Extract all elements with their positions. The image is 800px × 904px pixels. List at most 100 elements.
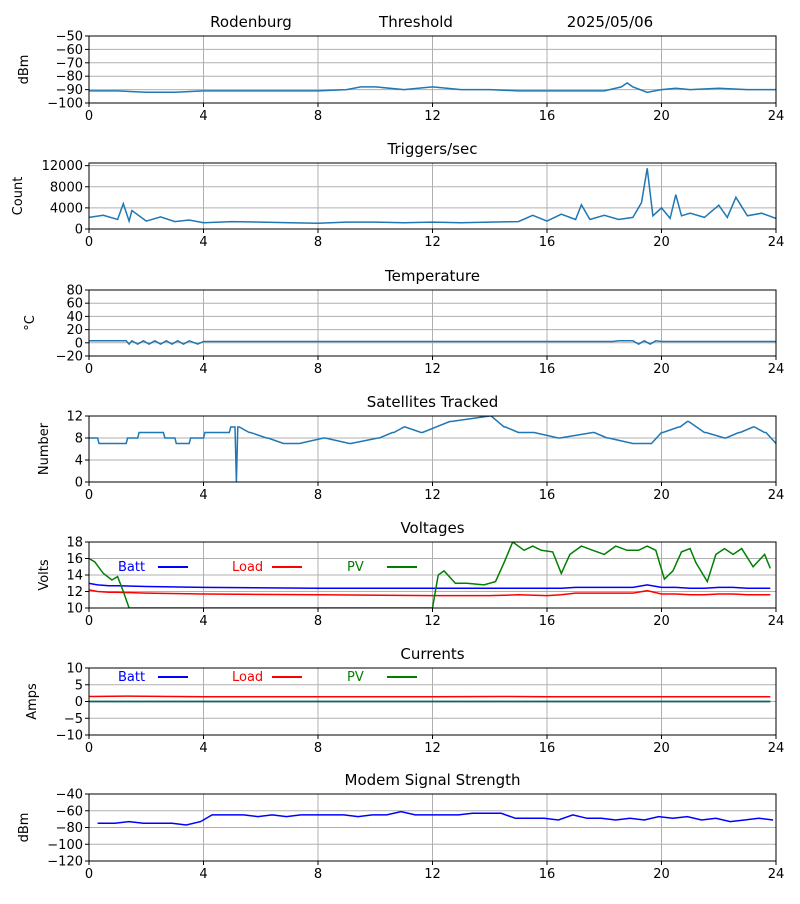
- y-tick-label: −10: [56, 729, 83, 744]
- x-tick-label: 20: [653, 741, 670, 756]
- x-tick-label: 20: [653, 867, 670, 882]
- x-tick-label: 8: [314, 235, 322, 250]
- panel-title: Triggers/sec: [387, 140, 478, 158]
- legend-label-load: Load: [232, 560, 263, 575]
- x-tick-label: 12: [424, 614, 441, 629]
- x-tick-label: 12: [424, 867, 441, 882]
- y-tick-label: 12: [66, 585, 83, 600]
- series-line-temperature: [89, 339, 776, 346]
- panel-title: Modem Signal Strength: [345, 771, 521, 789]
- y-tick-label: 8000: [50, 180, 83, 195]
- x-tick-label: 24: [768, 109, 785, 124]
- x-tick-label: 0: [85, 235, 93, 250]
- x-tick-label: 16: [539, 235, 556, 250]
- x-tick-label: 0: [85, 109, 93, 124]
- header-date: 2025/05/06: [567, 13, 653, 31]
- y-tick-label: 0: [75, 336, 83, 351]
- y-tick-label: 18: [66, 536, 83, 551]
- x-tick-label: 24: [768, 614, 785, 629]
- y-axis-label: Volts: [37, 559, 52, 591]
- y-tick-label: −50: [56, 30, 83, 45]
- y-tick-label: −60: [56, 43, 83, 58]
- series-line-pv: [89, 542, 771, 608]
- x-tick-label: 16: [539, 362, 556, 377]
- y-tick-label: 4000: [50, 201, 83, 216]
- legend-label-pv: PV: [347, 560, 364, 575]
- x-tick-label: 0: [85, 488, 93, 503]
- series-line-modem: [97, 810, 774, 826]
- series-line-triggers: [89, 168, 776, 224]
- x-tick-label: 20: [653, 614, 670, 629]
- x-tick-label: 24: [768, 362, 785, 377]
- x-tick-label: 16: [539, 741, 556, 756]
- y-tick-label: −70: [56, 56, 83, 71]
- y-tick-label: 12: [66, 410, 83, 425]
- x-tick-label: 4: [199, 741, 207, 756]
- x-tick-label: 24: [768, 867, 785, 882]
- y-tick-label: −80: [56, 70, 83, 85]
- y-axis-label: Amps: [25, 683, 40, 720]
- legend-label-load: Load: [232, 670, 263, 685]
- series-line-satellites: [89, 416, 776, 482]
- y-tick-label: −40: [56, 788, 83, 803]
- series-line-load: [89, 589, 771, 597]
- x-tick-label: 16: [539, 614, 556, 629]
- y-tick-label: 0: [75, 476, 83, 491]
- legend-label-batt: Batt: [118, 560, 145, 575]
- panel-title: Temperature: [384, 267, 480, 285]
- y-tick-label: −90: [56, 83, 83, 98]
- y-tick-label: 0: [75, 223, 83, 238]
- series-line-load: [89, 695, 771, 698]
- y-axis-label: Number: [37, 422, 52, 475]
- x-tick-label: 16: [539, 867, 556, 882]
- panel-modem: 0 4 8 12 16 20 24 −40−60 −80 −100 −120 Modem Signal…: [17, 771, 784, 882]
- y-tick-label: 16: [66, 552, 83, 567]
- x-tick-label: 12: [424, 235, 441, 250]
- x-tick-label: 4: [199, 235, 207, 250]
- x-tick-label: 4: [199, 867, 207, 882]
- y-tick-label: 60: [66, 297, 83, 312]
- panel-triggers: 0 4 8 12 16 20 24 0 4000 8000 12000 Triggers/sec Cou…: [11, 140, 784, 250]
- x-tick-label: 8: [314, 109, 322, 124]
- y-axis-label: Count: [11, 177, 26, 216]
- x-tick-label: 0: [85, 614, 93, 629]
- y-tick-label: 8: [75, 432, 83, 447]
- x-tick-label: 20: [653, 362, 670, 377]
- y-tick-label: 10: [66, 602, 83, 617]
- y-tick-label: 20: [66, 323, 83, 338]
- panel-title: Currents: [400, 645, 464, 663]
- x-tick-label: 4: [199, 488, 207, 503]
- x-tick-label: 24: [768, 488, 785, 503]
- x-tick-label: 24: [768, 741, 785, 756]
- x-tick-label: 8: [314, 614, 322, 629]
- y-tick-label: −120: [47, 855, 83, 870]
- y-tick-label: −5: [64, 712, 83, 727]
- series-line-threshold: [89, 81, 776, 94]
- header-mode: Threshold: [378, 13, 453, 31]
- x-tick-label: 4: [199, 109, 207, 124]
- panel-threshold: 0 4 8 12 16 20 24 −50−60−70−80−90−100 dBm: [17, 30, 784, 125]
- y-tick-label: −20: [56, 350, 83, 365]
- y-tick-label: 80: [66, 284, 83, 299]
- x-tick-label: 8: [314, 867, 322, 882]
- y-tick-label: 12000: [42, 159, 83, 174]
- y-tick-label: −80: [56, 821, 83, 836]
- y-tick-label: 5: [75, 678, 83, 693]
- y-tick-label: 10: [66, 662, 83, 677]
- y-tick-label: 14: [66, 569, 83, 584]
- x-tick-label: 12: [424, 109, 441, 124]
- x-tick-label: 4: [199, 614, 207, 629]
- x-tick-label: 8: [314, 488, 322, 503]
- x-tick-label: 12: [424, 488, 441, 503]
- x-tick-label: 0: [85, 741, 93, 756]
- x-tick-label: 20: [653, 109, 670, 124]
- x-tick-label: 12: [424, 362, 441, 377]
- y-tick-label: −100: [47, 97, 83, 112]
- x-tick-label: 12: [424, 741, 441, 756]
- x-tick-label: 20: [653, 488, 670, 503]
